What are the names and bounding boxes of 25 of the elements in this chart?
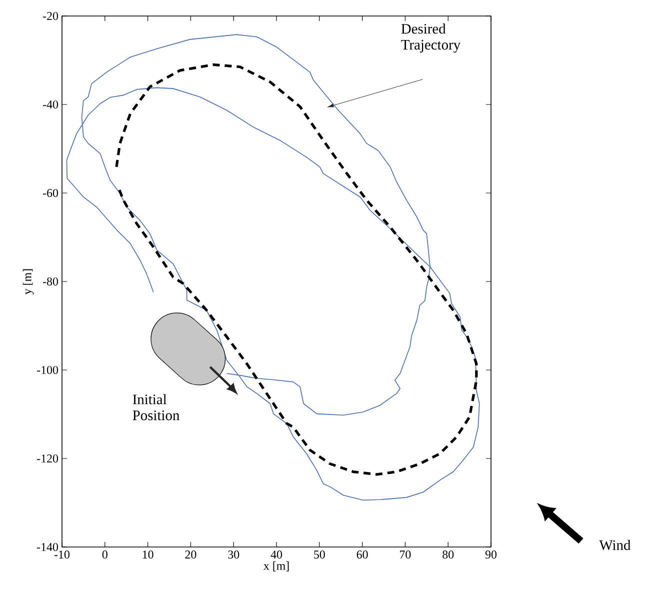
y-tick-label: -60 bbox=[42, 188, 58, 198]
y-tick-label: -140 bbox=[37, 542, 58, 552]
x-tick-label: 50 bbox=[314, 550, 325, 559]
y-tick-label: -40 bbox=[42, 100, 58, 109]
line-series bbox=[115, 63, 478, 476]
x-tick-label: 80 bbox=[442, 550, 454, 559]
x-tick-label: 30 bbox=[228, 550, 240, 559]
x-tick-label: 0 bbox=[102, 550, 108, 559]
x-tick-label: 40 bbox=[270, 550, 282, 559]
y-tick-label: -120 bbox=[37, 454, 58, 463]
text: Wind bbox=[599, 540, 631, 550]
y-tick-label: -80 bbox=[42, 277, 58, 286]
annotation: Desired Trajectory bbox=[401, 24, 461, 53]
x-tick-label: 10 bbox=[142, 550, 154, 559]
x-tick-label: -10 bbox=[54, 550, 70, 559]
x-tick-label: 90 bbox=[485, 550, 497, 559]
y-axis-title: y [m] bbox=[22, 269, 34, 294]
x-axis-title: x [m] bbox=[263, 561, 289, 572]
x-tick-label: 20 bbox=[185, 550, 196, 559]
x-tick-label: 60 bbox=[356, 550, 368, 559]
x-tick-label: 70 bbox=[400, 550, 411, 559]
annotation: Initial Position bbox=[132, 394, 180, 420]
y-tick-label: -100 bbox=[37, 366, 58, 374]
y-tick-label: -20 bbox=[42, 12, 58, 20]
line-series bbox=[66, 34, 480, 500]
